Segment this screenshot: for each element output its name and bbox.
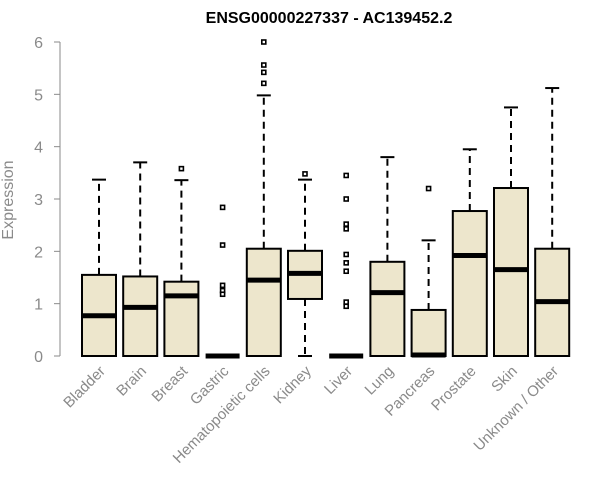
outlier-point	[343, 260, 350, 266]
y-tick-label: 2	[34, 244, 43, 261]
y-tick-label: 5	[34, 87, 43, 104]
outlier-point	[343, 226, 350, 232]
outlier-point	[425, 185, 432, 192]
chart-title: ENSG00000227337 - AC139452.2	[206, 10, 453, 27]
x-tick-label: Kidney	[270, 362, 315, 407]
box-liver	[329, 172, 364, 359]
box-skin	[493, 106, 529, 357]
outlier-point	[219, 282, 226, 289]
box-prostate	[451, 148, 488, 357]
box-hematopoietic-cells	[245, 39, 282, 357]
y-axis-label: Expression	[0, 160, 17, 239]
box-iqr	[369, 260, 406, 357]
x-tick-label: Breast	[149, 362, 192, 405]
y-tick-label: 6	[34, 35, 43, 52]
y-tick-label: 1	[34, 297, 43, 314]
outlier-point	[219, 204, 226, 211]
outlier-point	[260, 80, 267, 87]
outlier-point	[343, 196, 350, 202]
box-kidney	[287, 171, 323, 357]
y-axis: 0 1 2 3 4 5 6	[34, 35, 61, 366]
box-gastric	[205, 204, 240, 359]
box-lung	[369, 156, 406, 357]
box-breast	[163, 165, 200, 358]
box-unknown-other	[534, 87, 571, 357]
outlier-point	[343, 268, 350, 275]
outlier-point	[260, 39, 267, 45]
x-tick-label: Lung	[362, 363, 398, 399]
x-tick-label: Brain	[113, 363, 150, 400]
box-iqr	[245, 247, 282, 357]
box-iqr	[122, 275, 159, 358]
box-iqr	[163, 280, 200, 358]
outlier-point	[302, 171, 308, 177]
box-bladder	[81, 178, 117, 357]
outlier-point	[260, 62, 267, 68]
box-iqr	[451, 210, 488, 357]
outlier-point	[343, 303, 350, 310]
outlier-point	[219, 242, 226, 248]
x-tick-label: Prostate	[428, 363, 480, 415]
box-brain	[122, 161, 159, 358]
outlier-point	[343, 172, 350, 179]
y-tick-label: 4	[34, 140, 43, 157]
outlier-point	[343, 221, 350, 227]
outlier-point	[219, 291, 226, 298]
y-tick-label: 0	[34, 349, 43, 366]
outlier-point	[260, 69, 267, 76]
plot-area	[81, 39, 571, 359]
y-tick-label: 3	[34, 192, 43, 209]
outlier-point	[178, 165, 185, 172]
box-pancreas	[410, 185, 447, 358]
x-tick-label: Skin	[488, 363, 521, 396]
x-tick-label: Bladder	[60, 363, 109, 412]
box-iqr	[410, 308, 447, 357]
x-tick-label: Liver	[321, 363, 356, 398]
outlier-point	[343, 251, 350, 258]
